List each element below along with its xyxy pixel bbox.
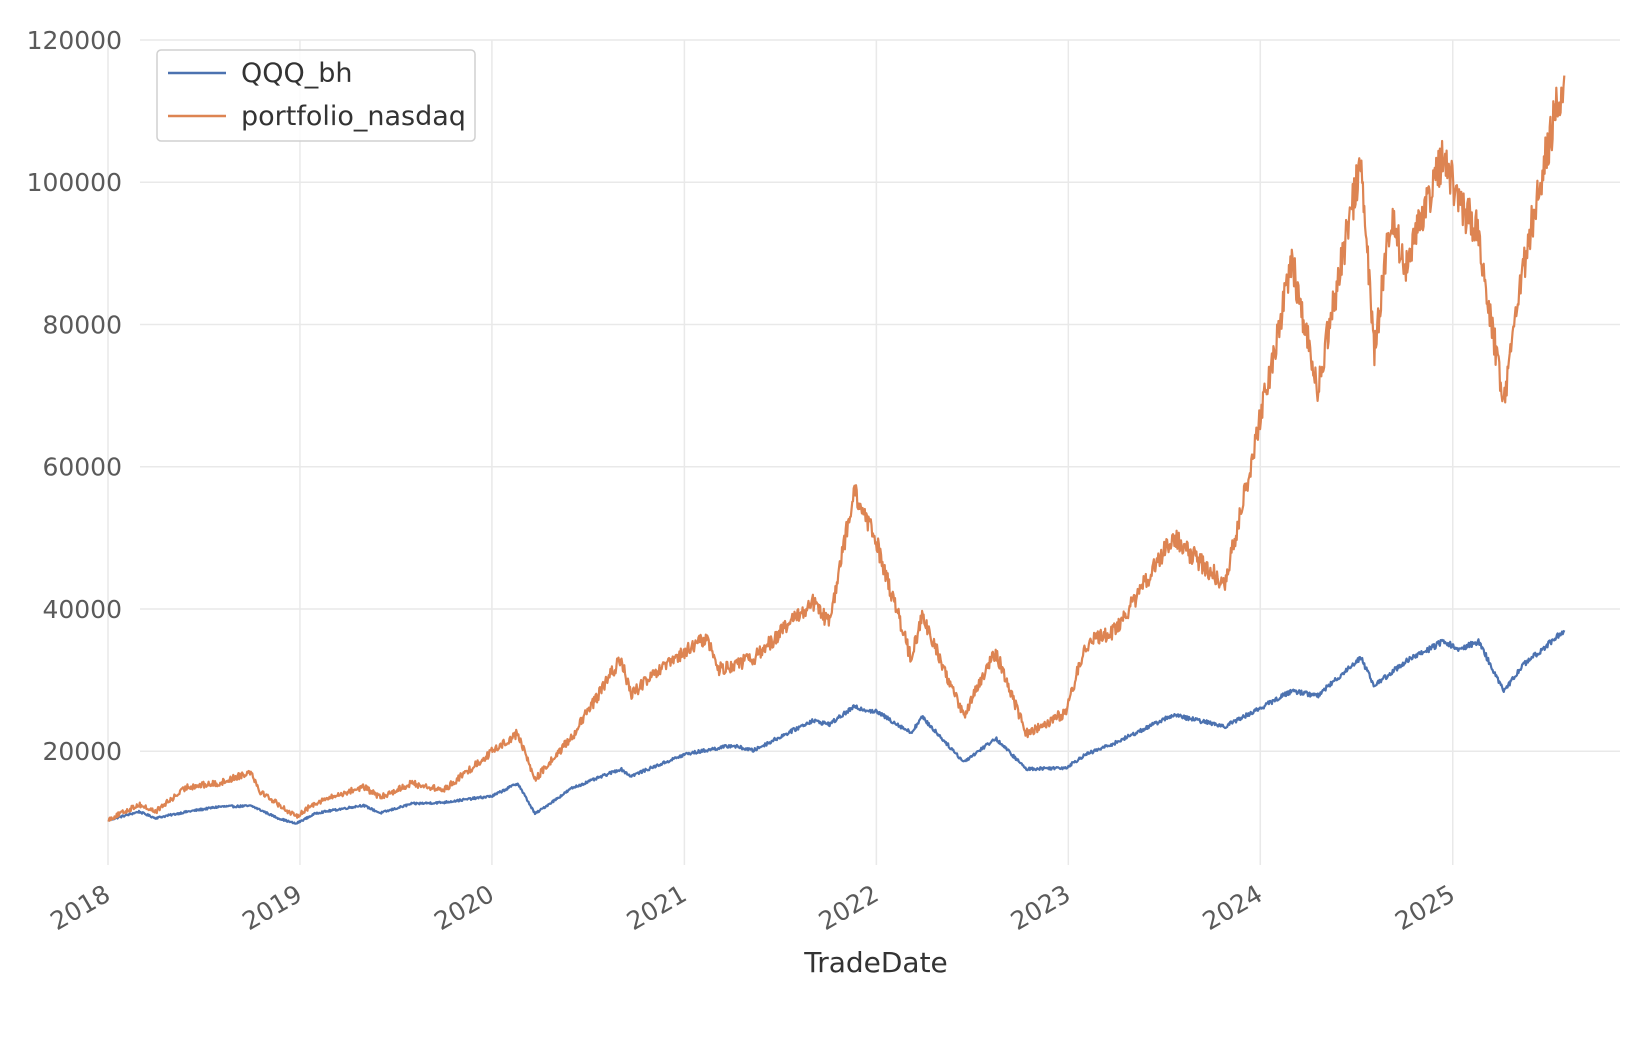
y-axis-ticks: 20000 40000 60000 80000 100000 120000 <box>27 26 122 766</box>
grid <box>107 39 1620 865</box>
x-tick-label: 2024 <box>1198 879 1268 936</box>
x-tick-label: 2021 <box>622 879 692 936</box>
x-tick-label: 2018 <box>45 879 115 936</box>
series-lines <box>107 75 1566 825</box>
x-tick-label: 2025 <box>1390 879 1460 936</box>
y-tick-label: 80000 <box>42 310 122 339</box>
x-tick-label: 2019 <box>237 879 307 936</box>
series-line-QQQ_bh <box>107 629 1566 825</box>
legend: QQQ_bh portfolio_nasdaq <box>156 49 476 142</box>
x-tick-label: 2022 <box>814 879 884 936</box>
legend-box <box>156 49 476 142</box>
legend-label: QQQ_bh <box>241 58 353 89</box>
x-tick-label: 2020 <box>429 879 499 936</box>
legend-items: QQQ_bh portfolio_nasdaq <box>168 58 466 132</box>
y-tick-label: 40000 <box>42 595 122 624</box>
legend-label: portfolio_nasdaq <box>241 101 466 132</box>
y-tick-label: 100000 <box>27 168 122 197</box>
y-tick-label: 120000 <box>27 26 122 55</box>
x-axis-label: TradeDate <box>803 946 948 979</box>
x-tick-label: 2023 <box>1006 879 1076 936</box>
series-line-portfolio_nasdaq <box>107 75 1566 822</box>
x-axis-ticks: 2018 2019 2020 2021 2022 2023 2024 2025 <box>45 879 1459 936</box>
y-tick-label: 60000 <box>42 453 122 482</box>
y-tick-label: 20000 <box>42 737 122 766</box>
